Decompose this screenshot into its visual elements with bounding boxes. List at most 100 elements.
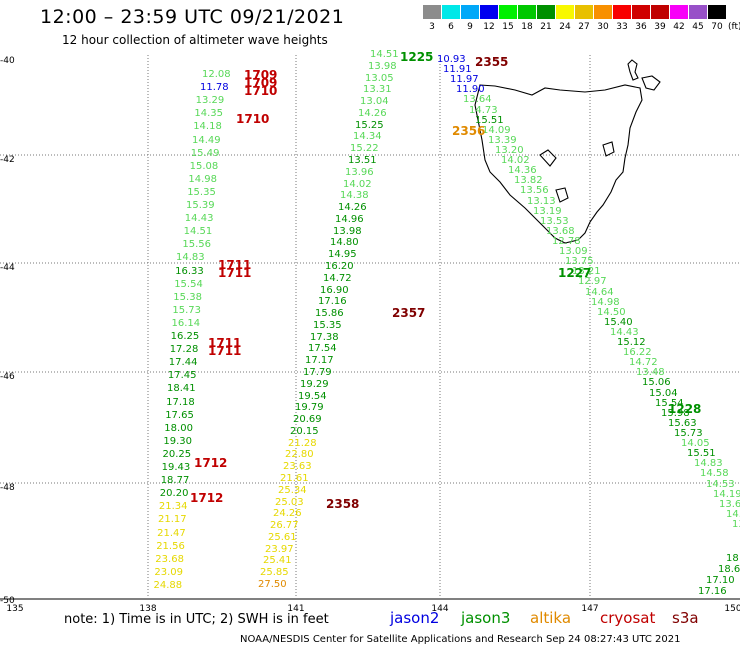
wave-height-label: 23.63	[283, 461, 312, 472]
wave-height-label: 14.49	[192, 134, 221, 146]
wave-height-label: 24.26	[273, 508, 302, 519]
wave-height-label: 15.51	[687, 448, 716, 459]
longitude-label: 135	[6, 604, 24, 614]
wave-height-label: 17.10	[706, 575, 735, 586]
wave-height-label: 14.72	[629, 357, 658, 368]
time-label: 2357	[392, 306, 426, 320]
latitude-label: -40	[0, 56, 15, 66]
wave-height-label: 12.78	[552, 236, 581, 247]
map-subtitle: 12 hour collection of altimeter wave hei…	[62, 33, 328, 47]
time-label: 2355	[475, 55, 509, 69]
wave-height-label: 14.95	[328, 249, 357, 260]
wave-height-label: 25.41	[263, 555, 292, 566]
color-scale-swatch	[651, 5, 670, 19]
time-label: 1709	[244, 76, 278, 90]
wave-height-label: 22.80	[285, 449, 314, 460]
wave-height-label: 14.50	[597, 307, 626, 318]
time-label: 1709	[244, 68, 278, 82]
legend-item-cryosat: cryosat	[600, 609, 656, 627]
color-scale-label: 18	[521, 22, 533, 32]
wave-height-label: 17.17	[305, 355, 334, 366]
wave-height-label: 15.49	[190, 147, 220, 159]
map-title: 12:00 – 23:59 UTC 09/21/2021	[40, 6, 345, 28]
wave-height-label: 18.77	[160, 475, 190, 487]
longitude-label: 138	[139, 604, 157, 614]
wave-height-label: 13.98	[333, 226, 362, 237]
wave-height-label: 17.65	[165, 409, 194, 421]
wave-height-label: 13.56	[520, 185, 549, 196]
wave-height-label: 23.97	[265, 544, 294, 555]
time-label: 1712	[194, 456, 228, 470]
wave-height-label: 25.61	[268, 532, 297, 543]
wave-height-label: 15.22	[350, 143, 379, 154]
wave-height-label: 11.78	[200, 82, 229, 94]
legend-item-jason2: jason2	[390, 609, 440, 627]
wave-height-label: 14.19	[713, 489, 740, 500]
wave-height-label: 13.13	[527, 196, 556, 207]
color-scale-swatch	[632, 5, 651, 19]
wave-height-label: 23.68	[155, 553, 184, 565]
longitude-label: 141	[287, 604, 305, 614]
wave-height-label: 17.28	[169, 344, 199, 356]
time-label: 1711	[218, 266, 252, 280]
color-scale-label: 27	[578, 22, 590, 32]
wave-height-label: 13.19	[533, 206, 562, 217]
wave-height-label: 14.26	[358, 108, 387, 119]
longitude-label: 150	[724, 604, 740, 614]
wave-height-label: 14.83	[176, 252, 205, 264]
color-scale-label: 36	[635, 22, 647, 32]
wave-height-label: 11.97	[450, 74, 479, 85]
wave-height-label: 19.30	[163, 435, 193, 447]
wave-height-label: 14.02	[343, 179, 372, 190]
color-scale-label: 42	[673, 22, 685, 32]
graticule	[0, 55, 740, 598]
wave-height-label: 17.44	[168, 357, 198, 369]
time-label: 1710	[244, 84, 278, 98]
wave-height-label: 13.75	[565, 256, 594, 267]
wave-height-label: 18.41	[167, 383, 196, 395]
wave-height-label: 23.09	[154, 566, 184, 578]
wave-height-label: 14.38	[340, 190, 369, 201]
wave-height-label: 13.04	[360, 96, 389, 107]
legend-item-jason3: jason3	[461, 609, 511, 627]
wave-height-label: 13.64	[463, 94, 492, 105]
color-scale-label: 21	[540, 22, 552, 32]
time-label: 1712	[190, 491, 224, 505]
footer-credit: NOAA/NESDIS Center for Satellite Applica…	[240, 634, 681, 645]
wave-height-label: 13.20	[495, 145, 524, 156]
wave-height-label: 14.35	[194, 108, 224, 120]
legend-item-altika: altika	[530, 609, 572, 627]
color-scale-swatch	[708, 5, 727, 19]
wave-height-label: 13.21	[572, 266, 601, 277]
wave-height-label: 16.25	[170, 331, 200, 342]
wave-height-label: 14.83	[694, 458, 723, 469]
wave-height-label: 21.56	[156, 540, 185, 552]
wave-height-label: 14.43	[184, 213, 214, 225]
wave-height-label: 14.43	[610, 327, 639, 338]
color-scale-swatch	[423, 5, 442, 19]
color-scale-label: 12	[483, 22, 495, 32]
wave-height-label: 15.54	[655, 398, 684, 409]
wave-height-label: 15.08	[189, 160, 219, 172]
color-scale-swatch	[556, 5, 575, 19]
wave-height-label: 15.86	[315, 308, 344, 319]
wave-height-label: 13.31	[363, 84, 392, 95]
wave-height-label: 15.25	[355, 120, 384, 131]
wave-height-label: 12.08	[202, 69, 231, 80]
wave-height-label: 10.93	[437, 54, 466, 65]
wave-height-label: 14.72	[323, 273, 352, 284]
color-scale-label: 70	[711, 22, 723, 32]
wave-height-label: 19.43	[161, 462, 191, 473]
time-label: 2358	[326, 497, 360, 511]
time-label: 1711	[208, 336, 242, 350]
wave-height-label: 20.15	[290, 426, 319, 437]
color-scale-swatch	[518, 5, 537, 19]
wave-height-label: 14.30	[726, 509, 740, 520]
wave-height-label: 11.90	[456, 84, 485, 95]
wave-height-label: 20.25	[162, 448, 192, 460]
color-scale-swatch	[442, 5, 461, 19]
wave-height-label: 14.80	[330, 237, 359, 248]
note-text: note: 1) Time is in UTC; 2) SWH is in fe…	[64, 612, 329, 627]
wave-height-label: 13.98	[368, 61, 397, 72]
